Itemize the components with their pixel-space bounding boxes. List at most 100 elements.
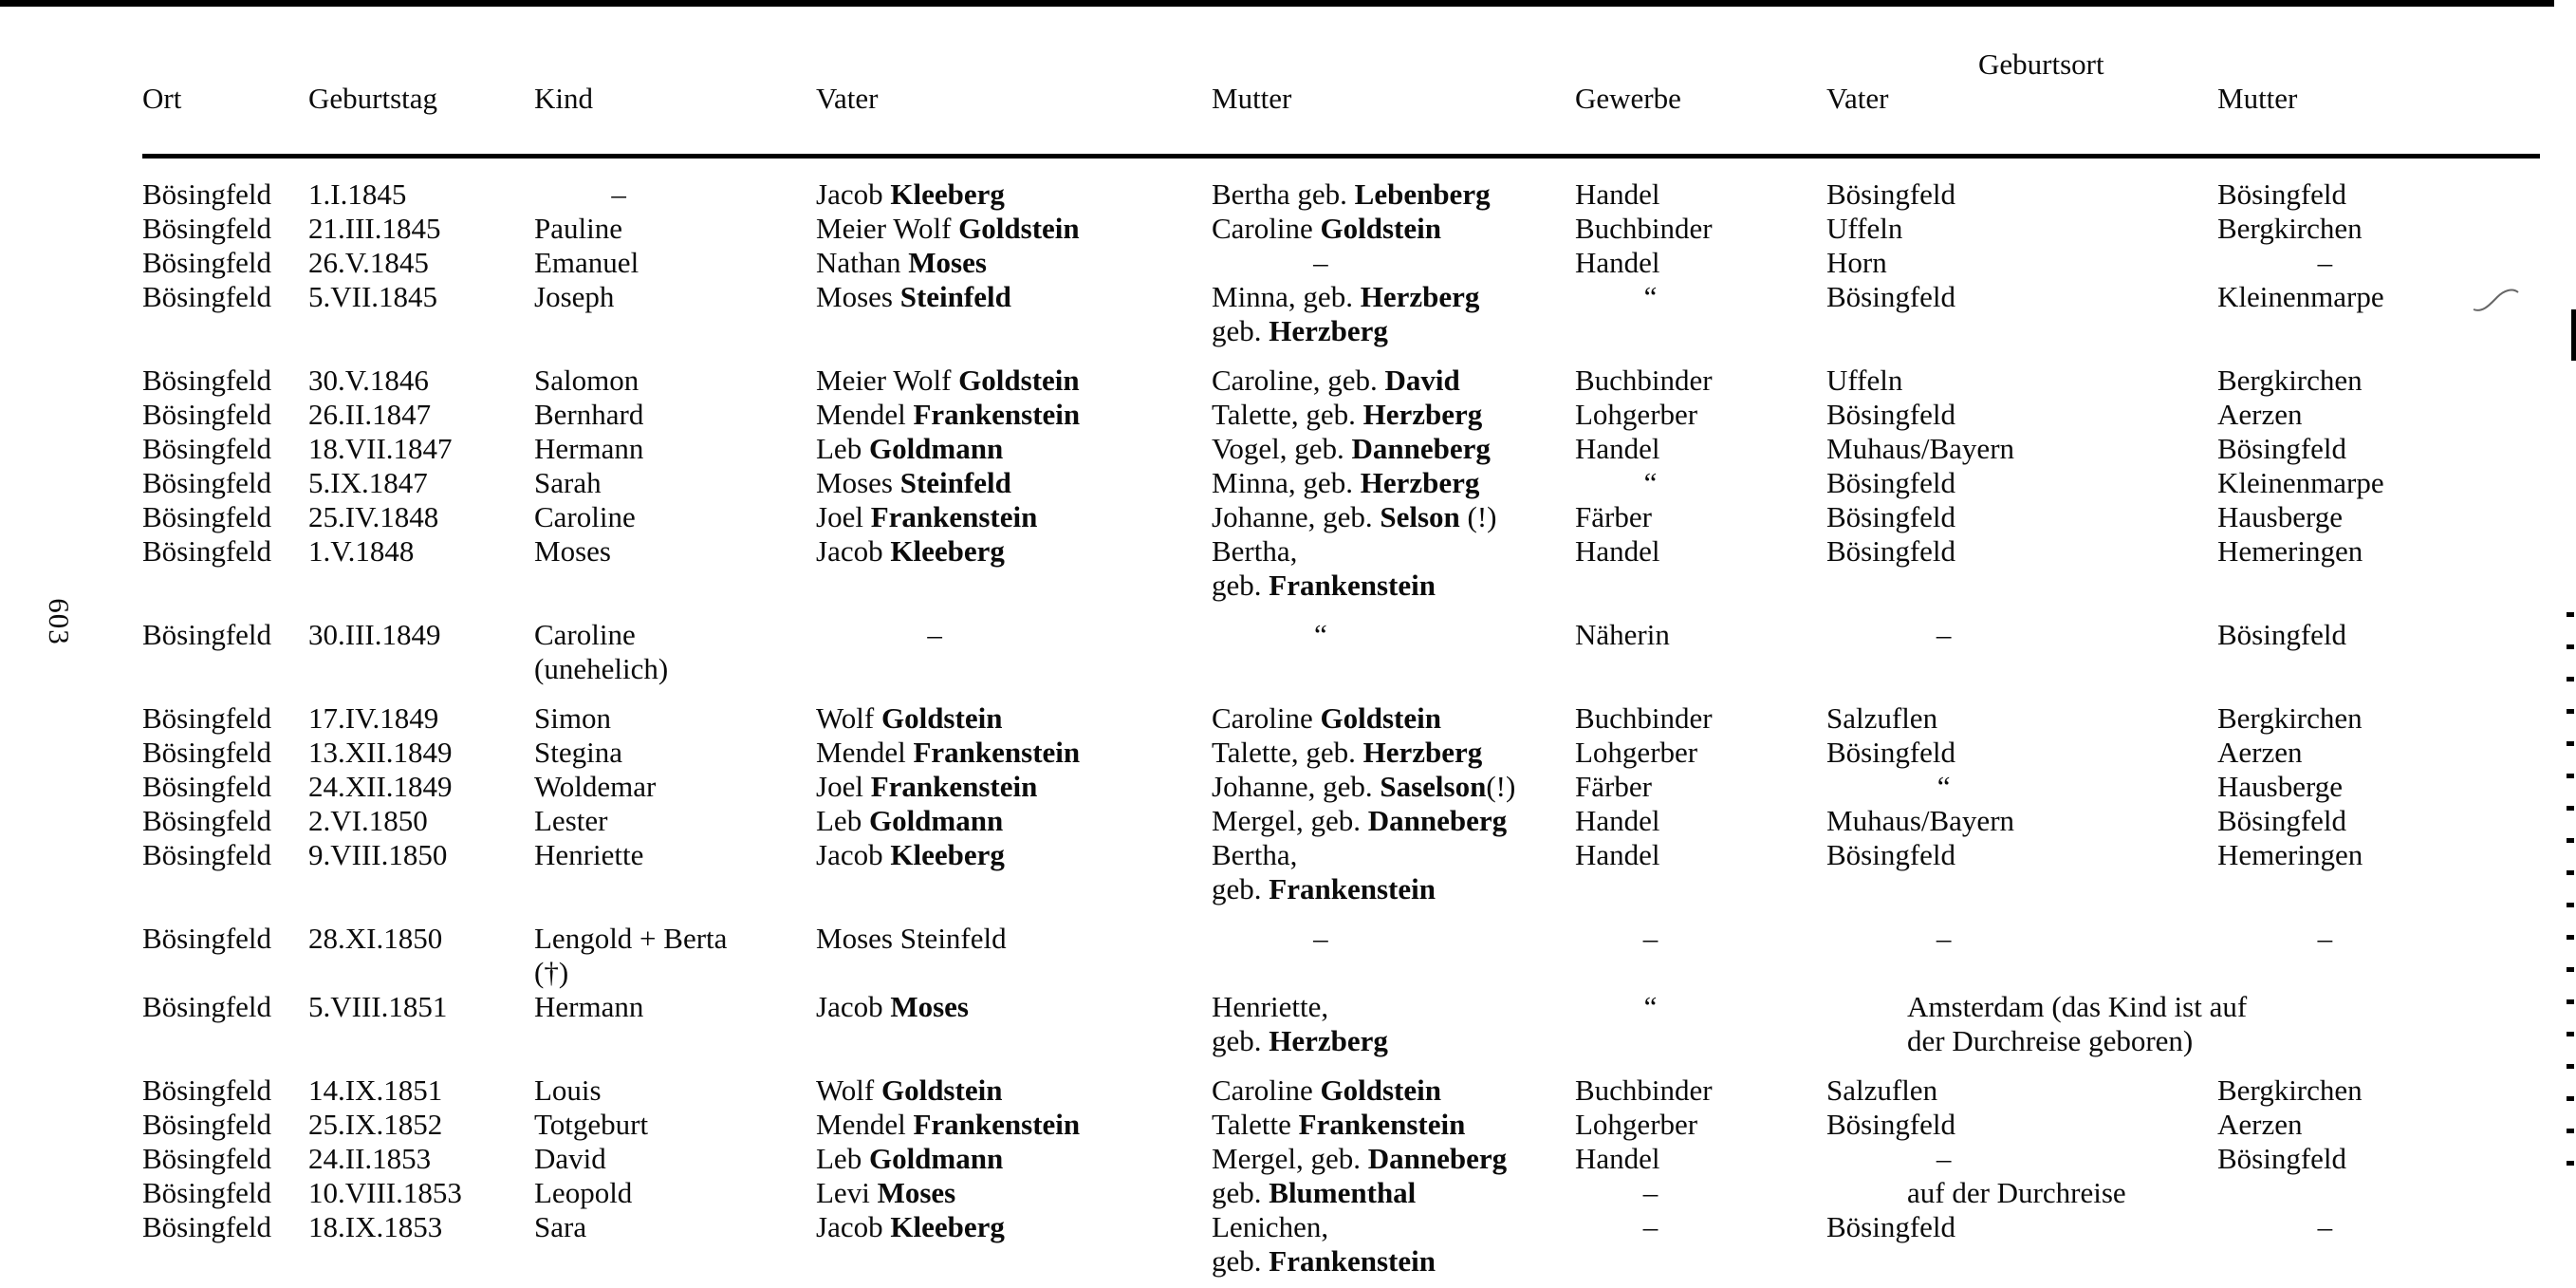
cell-geburtstag: 26.V.1845 (308, 246, 429, 279)
cell-kind: – (611, 177, 626, 211)
cell-gewerbe: – (1642, 922, 1659, 955)
cell-mutter: – (1313, 246, 1328, 279)
cell-kind: Moses (534, 534, 611, 568)
cell-vater: Jacob Kleeberg (816, 838, 1005, 871)
cell-geburtsort-mutter: Bösingfeld (2217, 177, 2347, 211)
cell-ort: Bösingfeld (142, 1176, 272, 1209)
cell-geburtstag: 28.XI.1850 (308, 922, 443, 955)
cell-kind: Hermann (534, 432, 644, 465)
cell-geburtstag: 2.VI.1850 (308, 804, 428, 837)
cell-geburtsort-mutter: Hemeringen (2217, 534, 2363, 568)
cell-ort: Bösingfeld (142, 1210, 272, 1243)
cell-ort: Bösingfeld (142, 500, 272, 533)
cell-geburtsort-mutter: Bergkirchen (2217, 1073, 2363, 1107)
cell-geburtsort-mutter: Bergkirchen (2217, 212, 2363, 245)
table-row: Bösingfeld 18.IX.1853 Sara Jacob Kleeberg Le… (142, 1210, 2576, 1279)
cell-kind: Hermann (534, 990, 644, 1023)
cell-vater: Jacob Kleeberg (816, 1210, 1005, 1243)
cell-geburtstag: 26.II.1847 (308, 398, 432, 431)
cell-geburtsort-vater: auf der Durchreise (1907, 1176, 2126, 1209)
cell-gewerbe: Färber (1575, 770, 1652, 803)
cell-mutter: Bertha geb. Lebenberg (1212, 177, 1491, 211)
cell-mutter: Talette Frankenstein (1212, 1108, 1466, 1141)
cell-vater: Leb Goldmann (816, 1142, 1004, 1175)
cell-geburtsort-vater: – (1936, 1142, 1952, 1175)
cell-mutter: Bertha, geb. Frankenstein (1212, 838, 1436, 905)
header-geburtsort-vater: Vater (1826, 82, 1889, 115)
cell-geburtsort-mutter: Kleinenmarpe (2217, 466, 2384, 499)
cell-ort: Bösingfeld (142, 701, 272, 735)
cell-gewerbe: Buchbinder (1575, 701, 1713, 735)
cell-kind: Bernhard (534, 398, 644, 431)
cell-gewerbe: Handel (1575, 838, 1660, 871)
cell-kind: Louis (534, 1073, 602, 1107)
cell-geburtstag: 21.III.1845 (308, 212, 441, 245)
cell-geburtsort-mutter: Hausberge (2217, 500, 2343, 533)
cell-vater: Jacob Kleeberg (816, 177, 1005, 211)
cell-vater: Moses Steinfeld (816, 466, 1011, 499)
scan-artifact-right-bar (2571, 309, 2576, 361)
cell-kind: Joseph (534, 280, 615, 313)
row-group: Bösingfeld 28.XI.1850 Lengold + Berta (†) Mo… (142, 922, 2576, 1058)
table-row: Bösingfeld 24.XII.1849 Woldemar Joel Franke… (142, 770, 2576, 804)
cell-gewerbe: – (1642, 1176, 1659, 1209)
cell-geburtsort-mutter: Bösingfeld (2217, 618, 2347, 651)
cell-geburtstag: 18.IX.1853 (308, 1210, 443, 1243)
cell-vater: Wolf Goldstein (816, 1073, 1003, 1107)
cell-kind: Totgeburt (534, 1108, 649, 1141)
cell-kind: Pauline (534, 212, 622, 245)
cell-gewerbe: Handel (1575, 1142, 1660, 1175)
scan-artifact-dash (2567, 903, 2574, 907)
cell-mutter: Johanne, geb. Selson (!) (1212, 500, 1497, 533)
table-row: Bösingfeld 25.IX.1852 Totgeburt Mendel Fran… (142, 1108, 2576, 1142)
table-row: Bösingfeld 26.V.1845 Emanuel Nathan Moses – H… (142, 246, 2576, 280)
scan-artifact-dash (2567, 1161, 2574, 1166)
birth-register-table: Geburtsort Ort Geburtstag Kind Vater Mut… (142, 47, 2576, 1279)
cell-vater: Jacob Kleeberg (816, 534, 1005, 568)
cell-geburtsort-mutter: Aerzen (2217, 1108, 2303, 1141)
scan-artifact-dash (2567, 1032, 2574, 1036)
cell-kind: Lester (534, 804, 608, 837)
cell-ort: Bösingfeld (142, 177, 272, 211)
cell-mutter: Bertha, geb. Frankenstein (1212, 534, 1436, 602)
cell-geburtstag: 30.III.1849 (308, 618, 441, 651)
scan-artifact-dash (2567, 612, 2574, 617)
cell-vater: Leb Goldmann (816, 804, 1004, 837)
cell-gewerbe: Lohgerber (1575, 1108, 1698, 1141)
cell-mutter: Mergel, geb. Danneberg (1212, 1142, 1508, 1175)
cell-mutter: – (1313, 922, 1328, 955)
table-row: Bösingfeld 5.IX.1847 Sarah Moses Steinfeld M… (142, 466, 2576, 500)
cell-geburtsort-vater: Bösingfeld (1826, 398, 1956, 431)
cell-geburtsort-vater: Uffeln (1826, 364, 1903, 397)
cell-geburtsort-vater: – (1936, 922, 1952, 955)
cell-mutter: Caroline Goldstein (1212, 1073, 1441, 1107)
cell-gewerbe: Buchbinder (1575, 212, 1713, 245)
row-group: Bösingfeld 17.IV.1849 Simon Wolf Goldstein C… (142, 701, 2576, 906)
cell-vater: Nathan Moses (816, 246, 987, 279)
cell-ort: Bösingfeld (142, 736, 272, 769)
cell-gewerbe: Handel (1575, 246, 1660, 279)
cell-kind: Woldemar (534, 770, 657, 803)
cell-gewerbe: Handel (1575, 177, 1660, 211)
scan-artifact-dash (2567, 870, 2574, 875)
table-row: Bösingfeld 5.VII.1845 Joseph Moses Steinfel… (142, 280, 2576, 348)
cell-geburtstag: 9.VIII.1850 (308, 838, 448, 871)
cell-geburtstag: 1.I.1845 (308, 177, 407, 211)
cell-geburtsort-vater: Muhaus/Bayern (1826, 432, 2015, 465)
cell-ort: Bösingfeld (142, 534, 272, 568)
cell-gewerbe: Handel (1575, 804, 1660, 837)
cell-geburtstag: 17.IV.1849 (308, 701, 439, 735)
cell-gewerbe: Lohgerber (1575, 398, 1698, 431)
row-group: Bösingfeld 30.III.1849 Caroline (unehelich)… (142, 618, 2576, 686)
cell-geburtsort-vater: Bösingfeld (1826, 1108, 1956, 1141)
table-row: Bösingfeld 17.IV.1849 Simon Wolf Goldstein C… (142, 701, 2576, 736)
cell-geburtstag: 24.II.1853 (308, 1142, 432, 1175)
cell-kind: Lengold + Berta (†) (534, 922, 728, 989)
table-row: Bösingfeld 13.XII.1849 Stegina Mendel Frank… (142, 736, 2576, 770)
scan-artifact-dash (2567, 1129, 2574, 1133)
cell-geburtstag: 5.VII.1845 (308, 280, 438, 313)
table-row: Bösingfeld 5.VIII.1851 Hermann Jacob Moses H… (142, 990, 2576, 1058)
cell-geburtsort-mutter: Bösingfeld (2217, 1142, 2347, 1175)
cell-ort: Bösingfeld (142, 838, 272, 871)
